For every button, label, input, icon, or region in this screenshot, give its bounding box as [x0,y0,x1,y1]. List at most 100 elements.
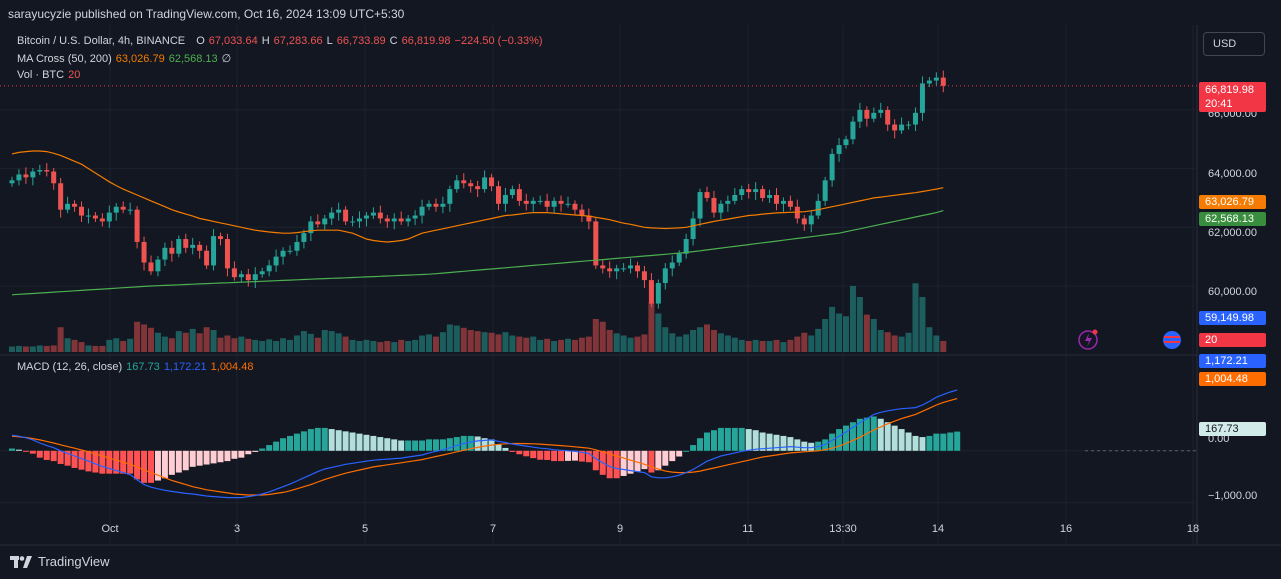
volume-bar [238,336,245,352]
volume-bar [571,339,578,352]
volume-bar [22,346,29,352]
currency-selector[interactable]: USD [1203,32,1265,56]
open-label: O [196,35,205,47]
volume-bar [154,332,161,352]
macd-histogram-bar [439,439,446,451]
volume-bar [273,341,280,352]
volume-bar [836,313,843,352]
candle-body [85,215,91,217]
volume-bar [15,345,22,352]
macd-histogram-bar [891,425,898,451]
macd-histogram-bar [571,450,578,461]
macd-histogram-bar [808,442,815,451]
candle-body [850,121,856,140]
volume-bar [189,328,196,352]
candle-body [231,268,237,278]
macd-histogram-bar [370,435,377,451]
volume-bar [245,338,252,352]
volume-bar [731,337,738,352]
volume-bar [398,339,405,352]
volume-bar [217,337,224,352]
macd-histogram-bar [780,435,787,451]
volume-bar [259,341,266,352]
volume-bar [356,341,363,352]
high-value: 67,283.66 [273,35,323,47]
ma-legend: MA Cross (50, 200) 63,026.79 62,568.13 ∅ [17,52,231,66]
macd-histogram-bar [717,427,724,451]
candle-body [780,200,786,204]
ma200-badge: 62,568.13 [1199,212,1266,226]
volume-bar [641,334,648,352]
candle-body [746,189,752,193]
volume-bar [808,335,815,352]
volume-bar [662,327,669,352]
flag-stripe [1164,341,1180,343]
bar-countdown: 20:41 [1205,98,1233,110]
volume-bar [565,338,571,352]
candle-body [148,262,154,272]
volume-bar [307,333,314,352]
volume-bar [453,325,460,352]
notification-dot [1092,329,1098,335]
candle-body [662,268,668,284]
volume-bar [175,331,182,352]
volume-bar [78,342,85,352]
macd-histogram-bar [495,444,502,451]
candle-body [669,262,675,269]
macd-histogram-bar [141,450,148,483]
candle-body [120,206,126,210]
volume-bar [863,314,870,352]
volume-bar [815,328,822,352]
volume-bar [752,339,759,352]
volume-bar [843,316,849,352]
tradingview-logo[interactable]: TradingView [10,554,110,569]
x-axis-label: Oct [101,523,119,535]
macd-histogram-bar [15,449,22,451]
macd-histogram-bar [446,438,453,451]
price-axis-label: 64,000.00 [1208,168,1257,180]
candle-body [940,77,946,86]
macd-value: 1,172.21 [163,361,207,373]
candle-body [683,239,689,254]
macd-histogram-bar [287,435,293,451]
macd-histogram-bar [954,431,961,451]
macd-signal-value: 1,004.48 [210,361,254,373]
volume-bar [266,339,273,352]
volume-bar [36,345,43,352]
macd-histogram-bar [182,450,189,471]
candle-body [829,153,835,181]
candle-body [162,247,168,260]
macd-histogram-bar [648,450,655,473]
macd-histogram-bar [412,440,419,451]
volume-bar [676,336,683,352]
volume-bar [940,341,947,352]
volume-bar [287,339,293,352]
volume-bar [926,327,933,352]
candle-body [593,221,599,266]
macd-histogram-bar [405,440,412,451]
volume-bar [432,336,439,352]
volume-bar [439,332,446,352]
volume-bar [551,341,558,352]
signal-line [11,398,958,496]
macd-histogram-bar [731,427,738,451]
volume-bar [912,283,919,352]
volume-bar [697,327,704,352]
volume-bar [85,345,92,352]
x-axis-label: 13:30 [829,523,857,535]
macd-histogram-bar [724,427,731,451]
macd-histogram-bar [662,450,669,466]
macd-histogram-bar [280,438,287,451]
candle-body [621,268,627,270]
macd-histogram-bar [64,450,71,466]
candle-body [489,177,495,187]
volume-bar [585,336,592,352]
volume-bar [856,297,863,352]
candle-body [72,203,78,207]
macd-histogram-bar [738,427,745,451]
macd-histogram-bar [745,429,752,451]
candle-body [892,124,898,131]
macd-histogram-bar [22,450,29,452]
